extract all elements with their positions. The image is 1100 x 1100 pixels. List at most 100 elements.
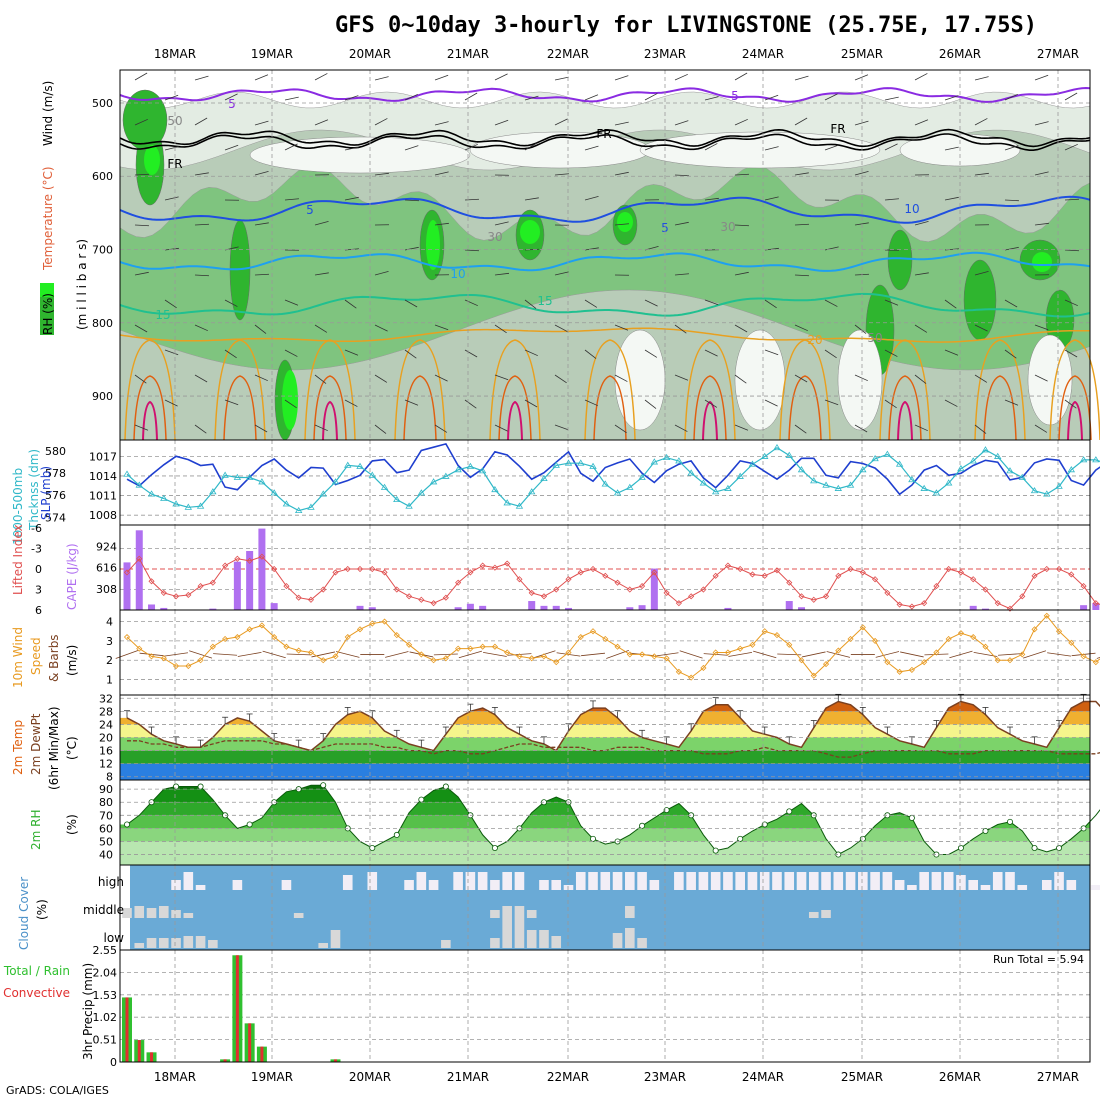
- barb: [974, 374, 988, 383]
- rh-band-2: [120, 815, 1090, 829]
- lifted-point-73: [1019, 593, 1026, 600]
- contour-20-lobe-5: [584, 339, 636, 441]
- cloud-high-36: [563, 885, 574, 890]
- contour-25-lobe-4: [498, 375, 532, 441]
- barb: [434, 171, 449, 176]
- lifted-index-line: [126, 556, 1100, 610]
- barb: [884, 299, 899, 306]
- lifted-point-19: [356, 565, 364, 573]
- barb: [584, 247, 599, 251]
- wind-tick-1: 1: [106, 674, 113, 687]
- barb: [704, 299, 719, 306]
- rh2m-units: (%): [65, 814, 79, 835]
- cloud-high-52: [759, 872, 770, 890]
- wind10-point-18: [344, 633, 351, 641]
- thickness-point-39: [601, 480, 609, 487]
- cloud-units: (%): [35, 899, 49, 920]
- cloud-panel: high middle low Cloud Cover (%): [17, 864, 1100, 951]
- lifted-point-16: [320, 586, 327, 593]
- upper-wind-barbs: [134, 72, 1080, 434]
- barb: [434, 222, 449, 226]
- lifted-point-24: [418, 596, 425, 603]
- cloud-mid-0: [122, 908, 132, 918]
- barb: [794, 172, 809, 176]
- barb: [974, 172, 989, 176]
- thickness-point-49: [724, 484, 732, 491]
- barb: [1064, 143, 1078, 151]
- contour-20-lobe-3: [394, 339, 446, 441]
- barb: [254, 74, 269, 81]
- rh-bright-3: [520, 220, 540, 244]
- lifted-point-35: [553, 586, 560, 593]
- wind10-point-41: [626, 651, 633, 658]
- temperature-axis-label: Temperature (°C): [41, 166, 55, 271]
- barb: [704, 96, 719, 101]
- cloud-low-42: [637, 938, 647, 948]
- cloud-high-31: [502, 872, 512, 890]
- barb: [974, 324, 988, 332]
- wind-series: [115, 612, 1100, 681]
- cloud-mid-31: [502, 906, 512, 918]
- barb: [224, 349, 237, 359]
- cloud-high-51: [747, 872, 758, 890]
- barb: [464, 198, 480, 201]
- wind10-point-15: [307, 649, 315, 656]
- wind10-point-78: [1080, 653, 1087, 660]
- wind10-point-79: [1092, 659, 1099, 666]
- lifted-point-64: [908, 603, 915, 610]
- barb: [674, 374, 689, 381]
- barb: [1034, 74, 1049, 81]
- barb: [614, 424, 627, 434]
- contour-25-lobe-3: [403, 375, 437, 441]
- rh-legend-swatch-bright: [40, 283, 54, 297]
- wind10-barb-52: [753, 650, 777, 659]
- thickness-point-27: [454, 466, 462, 473]
- slp-ticks: 580 578 576 574 1017 1014 1011 1008: [45, 445, 117, 524]
- thickness-point-50: [736, 472, 744, 479]
- date-bottom-19MAR: 19MAR: [251, 1070, 293, 1084]
- barb: [824, 93, 838, 101]
- temp-line: [126, 700, 1100, 752]
- barb: [944, 399, 958, 407]
- wind10-barb-16: [311, 651, 336, 658]
- slp-axis-label: SLP (mb): [39, 466, 53, 520]
- wind10-point-56: [810, 672, 817, 679]
- wind10-point-38: [589, 628, 597, 635]
- wind10-point-3: [160, 655, 167, 662]
- date-top-23MAR: 23MAR: [644, 47, 686, 61]
- thickness-point-62: [883, 450, 892, 457]
- contour-30-lobe-6: [702, 400, 718, 441]
- cloud-low-1: [134, 943, 145, 948]
- precip-grid: [120, 949, 1090, 1062]
- thickness-point-45: [675, 457, 683, 464]
- lifted-point-76: [1055, 565, 1063, 573]
- temp-tick-8: 8: [106, 771, 113, 784]
- thickness-point-71: [994, 452, 1002, 459]
- cloud-low-31: [502, 918, 512, 948]
- wind10-barb-58: [826, 651, 851, 658]
- wind10-point-36: [565, 649, 572, 656]
- lifted-point-53: [773, 567, 781, 574]
- barb: [794, 117, 808, 126]
- barb: [884, 399, 897, 409]
- barb: [134, 324, 148, 333]
- contour-label-12: 50: [867, 331, 882, 345]
- barb: [164, 399, 178, 407]
- barb: [464, 399, 477, 409]
- barb: [794, 274, 810, 277]
- barb: [434, 324, 449, 331]
- cape-tick-308: 308: [96, 583, 117, 596]
- rh-point-52: [761, 821, 768, 828]
- wind10-point-23: [406, 641, 413, 648]
- barb: [374, 270, 389, 276]
- precip-conv-bar-17: [333, 1059, 337, 1062]
- lifted-point-70: [982, 586, 989, 593]
- contour-label-15: 10: [904, 202, 919, 216]
- cloud-level-high: high: [98, 875, 124, 889]
- barb: [284, 399, 297, 409]
- contour-30-lobe-10: [1067, 400, 1083, 441]
- barb: [704, 143, 718, 151]
- li-frame: [119, 524, 1091, 611]
- rh-point-30: [491, 845, 498, 852]
